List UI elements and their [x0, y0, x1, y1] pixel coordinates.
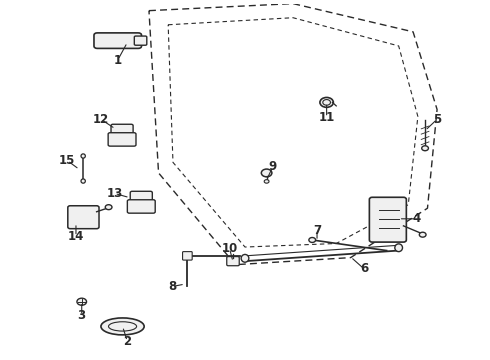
Text: 7: 7	[313, 224, 321, 237]
Ellipse shape	[241, 255, 249, 262]
FancyBboxPatch shape	[108, 133, 136, 146]
FancyBboxPatch shape	[134, 36, 147, 45]
Text: 12: 12	[93, 113, 109, 126]
Text: 13: 13	[106, 187, 122, 200]
Ellipse shape	[264, 180, 269, 183]
Ellipse shape	[320, 98, 333, 107]
FancyBboxPatch shape	[111, 124, 133, 135]
Ellipse shape	[419, 232, 426, 237]
Ellipse shape	[395, 244, 402, 252]
Ellipse shape	[81, 179, 85, 183]
FancyBboxPatch shape	[227, 257, 239, 266]
Text: 8: 8	[168, 280, 176, 293]
Text: 10: 10	[221, 242, 238, 255]
FancyBboxPatch shape	[94, 33, 142, 48]
FancyBboxPatch shape	[68, 206, 99, 229]
Ellipse shape	[323, 100, 330, 105]
Text: 2: 2	[123, 335, 131, 348]
Ellipse shape	[309, 238, 316, 242]
Text: 14: 14	[68, 230, 84, 243]
FancyBboxPatch shape	[369, 197, 406, 242]
Ellipse shape	[105, 205, 112, 210]
FancyBboxPatch shape	[130, 191, 152, 202]
Text: 6: 6	[360, 262, 368, 275]
Ellipse shape	[77, 298, 87, 305]
Text: 4: 4	[413, 212, 421, 225]
Ellipse shape	[422, 146, 428, 151]
Ellipse shape	[81, 154, 85, 158]
Text: 5: 5	[433, 113, 441, 126]
Text: 9: 9	[269, 160, 277, 173]
FancyBboxPatch shape	[183, 252, 192, 260]
Ellipse shape	[108, 322, 137, 331]
Ellipse shape	[261, 169, 272, 177]
Text: 3: 3	[78, 309, 86, 322]
FancyBboxPatch shape	[127, 200, 155, 213]
Text: 1: 1	[114, 54, 122, 67]
Text: 11: 11	[318, 111, 335, 124]
Text: 15: 15	[59, 154, 75, 167]
Ellipse shape	[101, 318, 144, 335]
